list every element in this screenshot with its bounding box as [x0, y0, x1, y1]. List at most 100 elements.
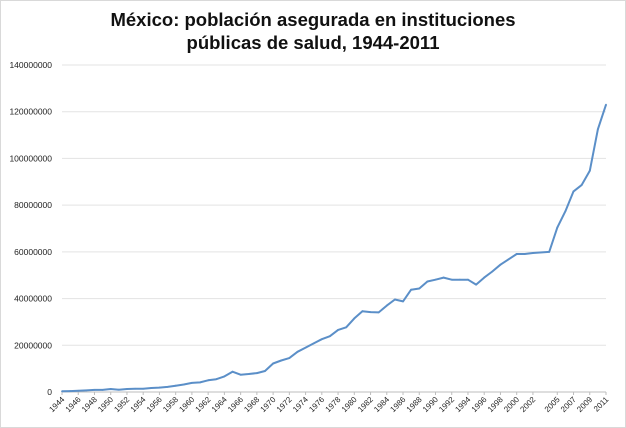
data-point — [507, 258, 510, 261]
data-point — [117, 388, 120, 391]
x-tick-label: 1976 — [307, 395, 326, 414]
x-tick-label: 1986 — [388, 395, 407, 414]
data-point — [126, 388, 128, 390]
data-point — [385, 304, 388, 307]
data-point — [288, 357, 291, 360]
data-point — [93, 388, 96, 391]
data-point — [61, 390, 63, 393]
chart-title: México: población asegurada en instituci… — [0, 8, 626, 54]
data-point — [215, 378, 218, 381]
data-point — [402, 300, 404, 303]
x-tick-label: 1962 — [194, 395, 213, 414]
x-tick-label: 2007 — [559, 395, 578, 414]
data-point — [450, 278, 453, 281]
data-point — [564, 210, 567, 213]
data-point — [199, 381, 201, 384]
x-tick-label: 1990 — [421, 395, 440, 414]
data-point — [255, 372, 258, 374]
x-tick-label: 2009 — [575, 395, 594, 414]
data-point — [142, 387, 145, 390]
data-point — [523, 253, 526, 255]
data-point — [329, 335, 331, 338]
x-tick-label: 1948 — [80, 395, 99, 414]
y-tick-label: 60000000 — [14, 247, 52, 257]
data-point — [77, 389, 80, 392]
data-point — [174, 384, 177, 387]
data-point — [264, 370, 266, 372]
data-point — [166, 385, 169, 388]
data-point — [231, 370, 234, 373]
data-point — [345, 326, 348, 329]
data-point — [361, 310, 364, 313]
data-point — [393, 298, 396, 301]
x-tick-label: 1980 — [340, 395, 359, 414]
data-point — [596, 128, 599, 131]
data-point — [158, 386, 161, 389]
chart-title-line-2: públicas de salud, 1944-2011 — [186, 32, 440, 53]
x-tick-label: 1952 — [112, 395, 131, 414]
data-point — [467, 278, 469, 281]
x-tick-label: 1968 — [242, 395, 261, 414]
data-point — [434, 278, 437, 281]
x-tick-label: 1978 — [324, 395, 343, 414]
data-point — [223, 375, 226, 378]
x-tick-label: 1966 — [226, 395, 245, 414]
y-tick-label: 80000000 — [14, 200, 52, 210]
x-tick-label: 1944 — [47, 395, 66, 414]
x-tick-label: 2000 — [502, 395, 521, 414]
y-tick-label: 40000000 — [14, 294, 52, 304]
data-point — [483, 276, 486, 279]
y-tick-label: 0 — [47, 387, 52, 397]
y-tick-label: 140000000 — [9, 60, 52, 70]
data-point — [475, 283, 477, 286]
x-tick-label: 2005 — [543, 395, 562, 414]
x-tick-label: 1984 — [372, 395, 391, 414]
x-tick-label: 1988 — [405, 395, 424, 414]
data-point — [239, 373, 242, 376]
data-point — [150, 387, 153, 389]
x-tick-label: 1996 — [470, 395, 489, 414]
data-point — [207, 379, 210, 382]
x-tick-label: 1970 — [259, 395, 278, 414]
x-tick-label: 1960 — [177, 395, 196, 414]
x-tick-label: 1954 — [129, 395, 148, 414]
data-point — [491, 270, 494, 273]
x-tick-label: 1982 — [356, 395, 375, 414]
data-point — [109, 388, 112, 390]
x-tick-label: 1958 — [161, 395, 180, 414]
data-point — [426, 280, 429, 283]
series-line — [61, 104, 607, 393]
data-point — [353, 317, 356, 320]
x-tick-label: 2002 — [518, 395, 537, 414]
data-point — [272, 362, 275, 365]
data-point — [182, 383, 185, 386]
data-point — [191, 381, 193, 384]
data-point — [134, 387, 136, 390]
data-point — [572, 190, 575, 193]
data-point — [296, 350, 299, 353]
data-point — [532, 252, 534, 254]
data-point — [458, 278, 461, 281]
x-tick-label: 1956 — [145, 395, 164, 414]
y-tick-label: 100000000 — [9, 153, 52, 163]
data-point — [247, 373, 250, 375]
x-tick-label: 1974 — [291, 395, 310, 414]
data-point — [337, 328, 339, 331]
x-tick-label: 1972 — [275, 395, 294, 414]
data-point — [304, 346, 307, 349]
data-point — [369, 311, 372, 314]
x-tick-label: 1998 — [486, 395, 505, 414]
data-point — [69, 390, 72, 392]
data-point — [605, 103, 607, 106]
data-point — [85, 389, 88, 392]
x-tick-label: 1946 — [64, 395, 83, 414]
data-point — [515, 253, 518, 255]
data-point — [312, 342, 315, 345]
data-point — [418, 287, 421, 290]
x-tick-label: 1950 — [96, 395, 115, 414]
data-point — [280, 359, 283, 362]
data-point — [101, 388, 104, 391]
data-point — [442, 276, 445, 279]
